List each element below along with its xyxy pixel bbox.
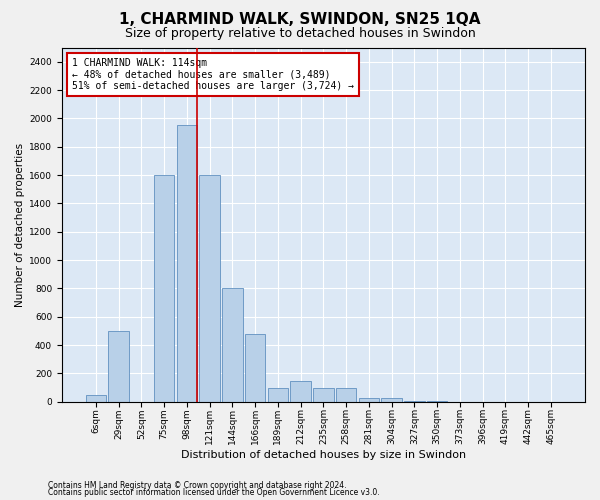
Text: 1, CHARMIND WALK, SWINDON, SN25 1QA: 1, CHARMIND WALK, SWINDON, SN25 1QA <box>119 12 481 28</box>
Bar <box>109 331 129 402</box>
Bar <box>268 388 288 402</box>
Text: Size of property relative to detached houses in Swindon: Size of property relative to detached ho… <box>125 28 475 40</box>
Bar <box>154 175 175 402</box>
Bar <box>336 388 356 402</box>
Y-axis label: Number of detached properties: Number of detached properties <box>15 142 25 306</box>
Bar <box>427 401 448 402</box>
Bar <box>404 401 425 402</box>
Bar <box>245 334 265 402</box>
Bar <box>359 398 379 402</box>
Bar <box>222 288 242 402</box>
Text: Contains HM Land Registry data © Crown copyright and database right 2024.: Contains HM Land Registry data © Crown c… <box>48 480 347 490</box>
Text: 1 CHARMIND WALK: 114sqm
← 48% of detached houses are smaller (3,489)
51% of semi: 1 CHARMIND WALK: 114sqm ← 48% of detache… <box>73 58 355 92</box>
Text: Contains public sector information licensed under the Open Government Licence v3: Contains public sector information licen… <box>48 488 380 497</box>
Bar <box>313 388 334 402</box>
Bar <box>199 175 220 402</box>
Bar <box>176 126 197 402</box>
Bar <box>86 394 106 402</box>
Bar <box>290 380 311 402</box>
Bar <box>382 398 402 402</box>
X-axis label: Distribution of detached houses by size in Swindon: Distribution of detached houses by size … <box>181 450 466 460</box>
